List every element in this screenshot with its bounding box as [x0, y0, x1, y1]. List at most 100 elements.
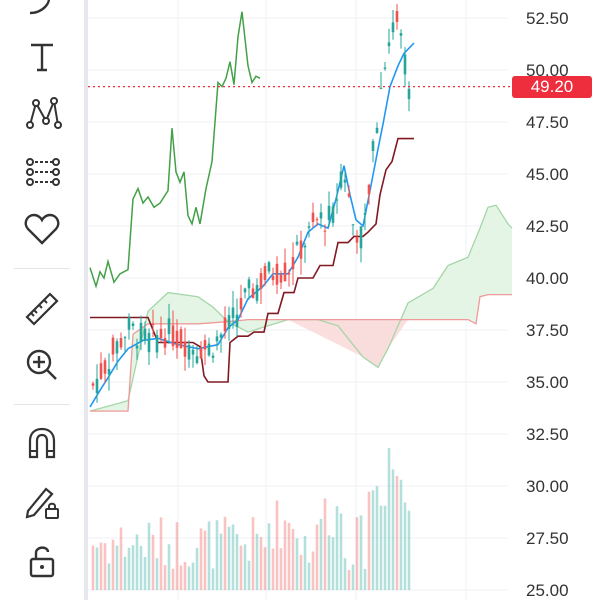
volume-bar [271, 548, 275, 590]
base-line [90, 137, 414, 383]
text-tool[interactable] [14, 34, 70, 80]
candle-body [223, 317, 227, 332]
volume-bar [167, 544, 171, 590]
candle-body [131, 323, 135, 326]
candle-body [155, 335, 159, 353]
volume-bar [287, 522, 291, 590]
candle-body [339, 171, 343, 188]
ichimoku-cloud-bearish [288, 319, 408, 368]
price-axis-label: 45.00 [526, 165, 569, 184]
volume-bar [263, 547, 267, 590]
volume-bar [107, 563, 111, 590]
candle-body [275, 263, 279, 285]
volume-bar [351, 564, 355, 590]
volume-bar [179, 565, 183, 590]
volume-bar [299, 554, 303, 590]
candle-body [251, 288, 255, 299]
volume-bar [227, 526, 231, 590]
ichimoku-cloud [90, 205, 512, 412]
volume-bar [183, 562, 187, 590]
volume-bar [259, 537, 263, 590]
candle-body [323, 230, 327, 232]
volume-bar [311, 551, 315, 590]
volume-bar [203, 530, 207, 590]
volume-bar [347, 570, 351, 590]
candle-body [211, 355, 215, 358]
volume-bar [147, 522, 151, 590]
volume-bar [123, 556, 127, 590]
volume-bar [367, 491, 371, 590]
lock-drawing-icon [25, 487, 59, 519]
price-axis-label: 30.00 [526, 477, 569, 496]
volume-bar [251, 517, 255, 590]
toolbar-border [84, 0, 88, 600]
volume-bar [199, 528, 203, 590]
volume-bar [391, 469, 395, 590]
volume-bar [99, 542, 103, 590]
volume-bar [115, 545, 119, 590]
candle-body [183, 341, 187, 357]
brush-tool[interactable] [14, 0, 70, 26]
candle-body [407, 88, 411, 100]
candle-body [111, 337, 115, 355]
volume-bar [279, 548, 283, 590]
unlock-tool[interactable] [14, 538, 70, 584]
candle-body [403, 54, 407, 75]
candle-body [207, 343, 211, 356]
zoom-in-tool[interactable] [14, 342, 70, 388]
volume-bar [127, 547, 131, 590]
pattern-tool[interactable] [14, 90, 70, 136]
volume-bar [343, 558, 347, 590]
magnet-icon [28, 427, 56, 459]
volume-bar [215, 520, 219, 590]
leading-span-a [89, 204, 513, 412]
candle-body [263, 266, 267, 280]
candle-body [219, 334, 223, 338]
volume-bar [379, 505, 383, 590]
volume-bar [407, 510, 411, 590]
volume-bar [219, 533, 223, 590]
candle-body [363, 213, 367, 215]
candle-body [199, 348, 203, 359]
prediction-tool[interactable] [14, 149, 70, 195]
candle-body [103, 360, 107, 374]
price-chart[interactable]: 52.50 50.00 47.50 45.00 42.50 40.00 37.50 35.00… [88, 0, 600, 600]
lock-drawing-tool[interactable] [14, 478, 70, 524]
candle-body [355, 237, 359, 243]
favorites-tool[interactable] [14, 206, 70, 252]
volume-bar [323, 498, 327, 590]
price-axis-label: 35.00 [526, 373, 569, 392]
candle-body [279, 274, 283, 283]
volume-bar [155, 558, 159, 590]
candle-body [271, 276, 275, 281]
ruler-tool[interactable] [14, 286, 70, 332]
volume-bar [151, 534, 155, 590]
toolbar-separator [14, 404, 70, 405]
candle-body [283, 262, 287, 282]
volume-bar [131, 545, 135, 590]
candle-body [99, 363, 103, 379]
unlock-icon [29, 546, 55, 578]
volume-bar [119, 527, 123, 590]
volume-bar [143, 557, 147, 590]
candle-body [119, 338, 123, 348]
candle-body [307, 226, 311, 228]
volume-bar [335, 506, 339, 590]
candle-body [395, 11, 399, 22]
candle-body [127, 317, 131, 330]
volume-bar [387, 448, 391, 590]
candle-body [147, 332, 151, 353]
candle-body [379, 87, 383, 89]
volume-bar [395, 476, 399, 590]
candle-body [231, 307, 235, 319]
toolbar-separator [14, 268, 70, 269]
zoom-in-icon [26, 349, 57, 380]
candle-body [331, 206, 335, 223]
volume-bar [307, 562, 311, 590]
price-axis-label: 42.50 [526, 217, 569, 236]
price-axis-label: 40.00 [526, 269, 569, 288]
candle-body [215, 336, 219, 342]
magnet-tool[interactable] [14, 420, 70, 466]
volume-bar [139, 545, 143, 590]
volume-bar [363, 568, 367, 590]
